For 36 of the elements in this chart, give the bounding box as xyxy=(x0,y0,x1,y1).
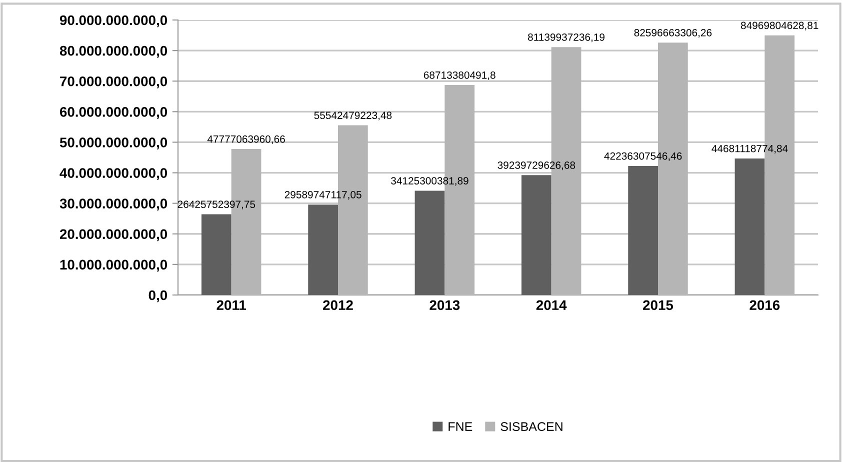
x-tick-label: 2014 xyxy=(536,300,567,310)
data-label: 81139937236,19 xyxy=(528,33,604,42)
data-label: 44681118774,84 xyxy=(712,144,788,154)
y-tick-label: 80.000.000.000,0 xyxy=(60,46,168,58)
legend-label: FNE xyxy=(448,422,472,431)
bar xyxy=(308,204,338,295)
y-tick-label: 20.000.000.000,0 xyxy=(60,229,168,242)
y-tick-label: 0,0 xyxy=(148,290,168,302)
data-label: 39239729626,68 xyxy=(498,162,576,170)
data-label: 68713380491,8 xyxy=(424,71,496,80)
bar xyxy=(734,158,765,295)
data-label: 29589747117,05 xyxy=(284,190,362,200)
bar xyxy=(201,214,232,295)
bar xyxy=(521,175,552,295)
data-label: 34125300381,89 xyxy=(391,177,468,186)
data-label: 42236307546,46 xyxy=(604,152,682,161)
y-tick-label: 90.000.000.000,0 xyxy=(60,15,168,28)
x-tick-label: 2012 xyxy=(323,300,353,310)
y-tick-label: 10.000.000.000,0 xyxy=(60,260,168,272)
x-tick-label: 2016 xyxy=(750,300,780,310)
data-label: 26425752397,75 xyxy=(178,200,256,210)
y-tick-label: 50.000.000.000,0 xyxy=(60,138,168,150)
bar xyxy=(628,166,658,295)
data-label: 82596663306,26 xyxy=(634,29,712,38)
legend-label: SISBACEN xyxy=(500,422,562,431)
bar xyxy=(414,190,445,295)
data-label: 84969804628,81 xyxy=(740,22,818,30)
x-tick-label: 2013 xyxy=(430,300,460,310)
y-tick-label: 60.000.000.000,0 xyxy=(60,107,168,119)
y-tick-label: 70.000.000.000,0 xyxy=(60,76,168,88)
y-tick-label: 30.000.000.000,0 xyxy=(60,198,168,211)
x-tick-label: 2011 xyxy=(216,300,246,310)
data-label: 47777063960,66 xyxy=(207,135,285,144)
data-label: 55542479223,48 xyxy=(314,112,392,120)
x-tick-label: 2015 xyxy=(643,300,674,310)
y-tick-label: 40.000.000.000,0 xyxy=(60,168,168,180)
